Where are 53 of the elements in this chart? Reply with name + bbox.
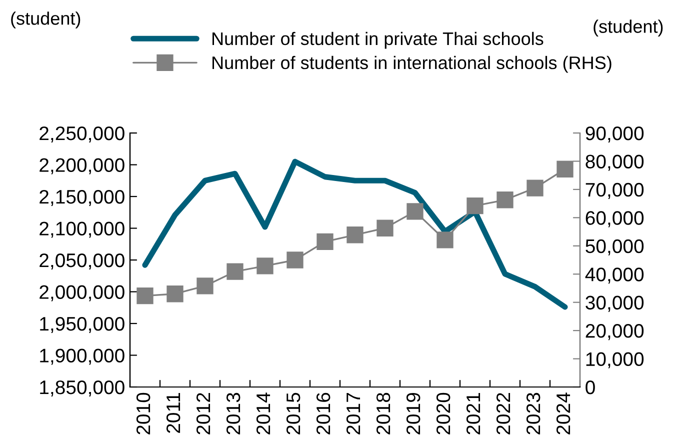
y2-tick-label: 60,000 xyxy=(586,211,644,228)
y-tick-label: 2,250,000 xyxy=(40,126,124,143)
point xyxy=(346,226,364,244)
y-tick-label: 2,150,000 xyxy=(40,190,124,206)
y-tick-label: 1,850,000 xyxy=(40,380,124,397)
point xyxy=(376,220,394,236)
point xyxy=(166,286,184,302)
x-tick-label: 2020 xyxy=(436,392,450,434)
point xyxy=(466,197,484,214)
y-tick-label: 2,050,000 xyxy=(40,253,124,270)
x-tick-label: 2015 xyxy=(286,392,300,434)
point xyxy=(556,160,574,178)
y2-tick-label: 30,000 xyxy=(586,296,644,312)
y-tick-label: 1,950,000 xyxy=(40,316,124,334)
point xyxy=(256,258,274,274)
point xyxy=(526,180,544,196)
y2-tick-label: 10,000 xyxy=(586,352,644,368)
point xyxy=(316,233,334,250)
x-tick-label: 2024 xyxy=(556,392,570,434)
y2-axis-title: (student) xyxy=(594,20,663,37)
x-tick-label: 2012 xyxy=(196,393,210,434)
x-tick-label: 2013 xyxy=(226,392,240,434)
y-tick-label: 2,000,000 xyxy=(40,285,124,302)
point xyxy=(436,232,454,248)
x-tick-label: 2019 xyxy=(406,392,420,434)
y2-tick-label: 40,000 xyxy=(585,268,644,284)
x-tick-label: 2022 xyxy=(496,393,510,434)
legend-label: Number of student in private Thai schools xyxy=(212,32,544,49)
point xyxy=(136,288,154,304)
y2-tick-label: 50,000 xyxy=(586,239,644,256)
y2-tick-label: 70,000 xyxy=(586,182,644,199)
point xyxy=(286,252,304,268)
y-tick-label: 2,100,000 xyxy=(40,222,124,238)
y2-tick-label: 90,000 xyxy=(586,126,644,143)
point xyxy=(226,263,244,280)
x-tick-label: 2011 xyxy=(166,393,180,433)
x-tick-label: 2023 xyxy=(526,392,540,434)
x-tick-label: 2018 xyxy=(376,392,390,434)
point xyxy=(496,192,514,208)
y-tick-label: 2,200,000 xyxy=(40,158,124,174)
y2-tick-label: 80,000 xyxy=(586,154,644,171)
y2-tick-label: 0 xyxy=(586,380,595,394)
legend-label: Number of students in international schools (RHS) xyxy=(212,56,612,73)
point xyxy=(406,203,424,220)
x-tick-label: 2016 xyxy=(316,392,330,434)
x-tick-label: 2014 xyxy=(256,392,270,434)
x-tick-label: 2010 xyxy=(136,392,150,434)
x-tick-label: 2017 xyxy=(346,393,360,434)
x-tick-label: 2021 xyxy=(466,393,480,434)
y2-tick-label: 20,000 xyxy=(586,324,644,340)
y-tick-label: 1,900,000 xyxy=(40,348,124,365)
point xyxy=(196,278,214,294)
text: (student) xyxy=(11,12,80,28)
